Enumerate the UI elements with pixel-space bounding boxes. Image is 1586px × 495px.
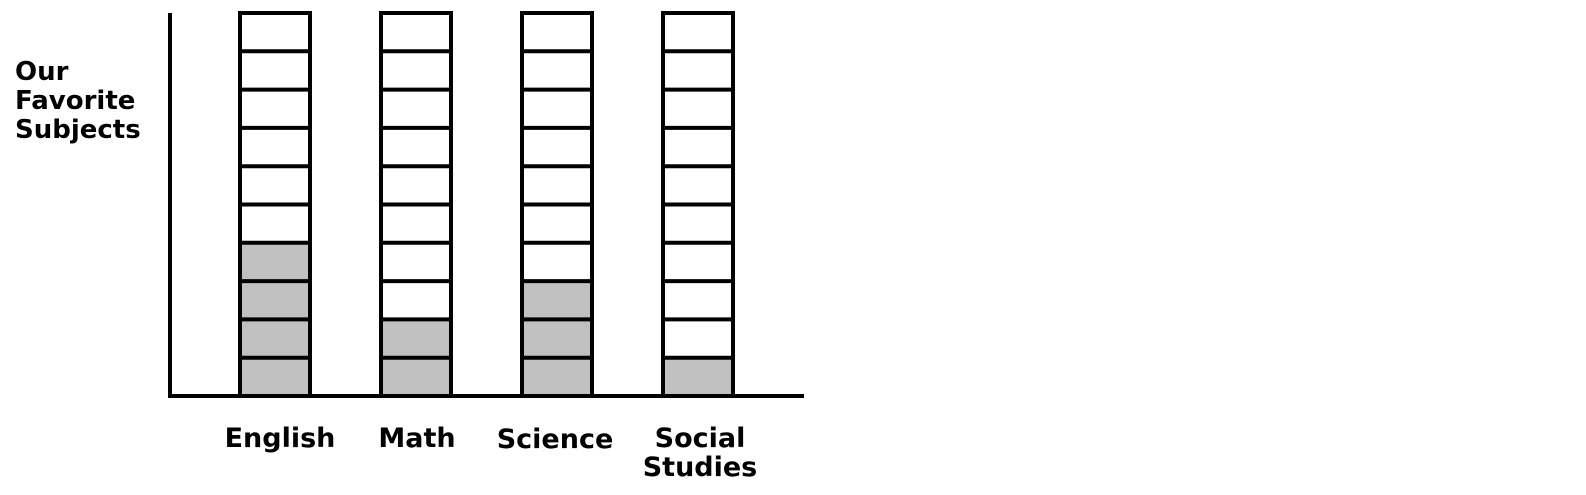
category-label-math: Math bbox=[378, 423, 455, 454]
bar-math-filled-cell bbox=[381, 319, 451, 358]
bar-science-filled-cell bbox=[522, 357, 592, 396]
category-label-science: Science bbox=[497, 424, 614, 455]
bars-group bbox=[238, 11, 735, 398]
chart-title-line-1: Our bbox=[15, 57, 69, 87]
chart-title-line-2: Favorite bbox=[15, 86, 135, 116]
category-label-english: English bbox=[225, 423, 336, 454]
chart-title-line-3: Subjects bbox=[15, 115, 141, 145]
bar-science-filled-cell bbox=[522, 319, 592, 358]
bar-science-filled-cell bbox=[522, 281, 592, 320]
bar-social-studies-filled-cell bbox=[663, 357, 733, 396]
bar-english-filled-cell bbox=[240, 357, 310, 396]
category-label-social-studies-line-2: Studies bbox=[643, 452, 758, 483]
category-label-social-studies-line-1: Social bbox=[655, 423, 746, 454]
bar-english-filled-cell bbox=[240, 319, 310, 358]
bar-math-filled-cell bbox=[381, 357, 451, 396]
bar-english-filled-cell bbox=[240, 281, 310, 320]
bar-english-filled-cell bbox=[240, 242, 310, 282]
